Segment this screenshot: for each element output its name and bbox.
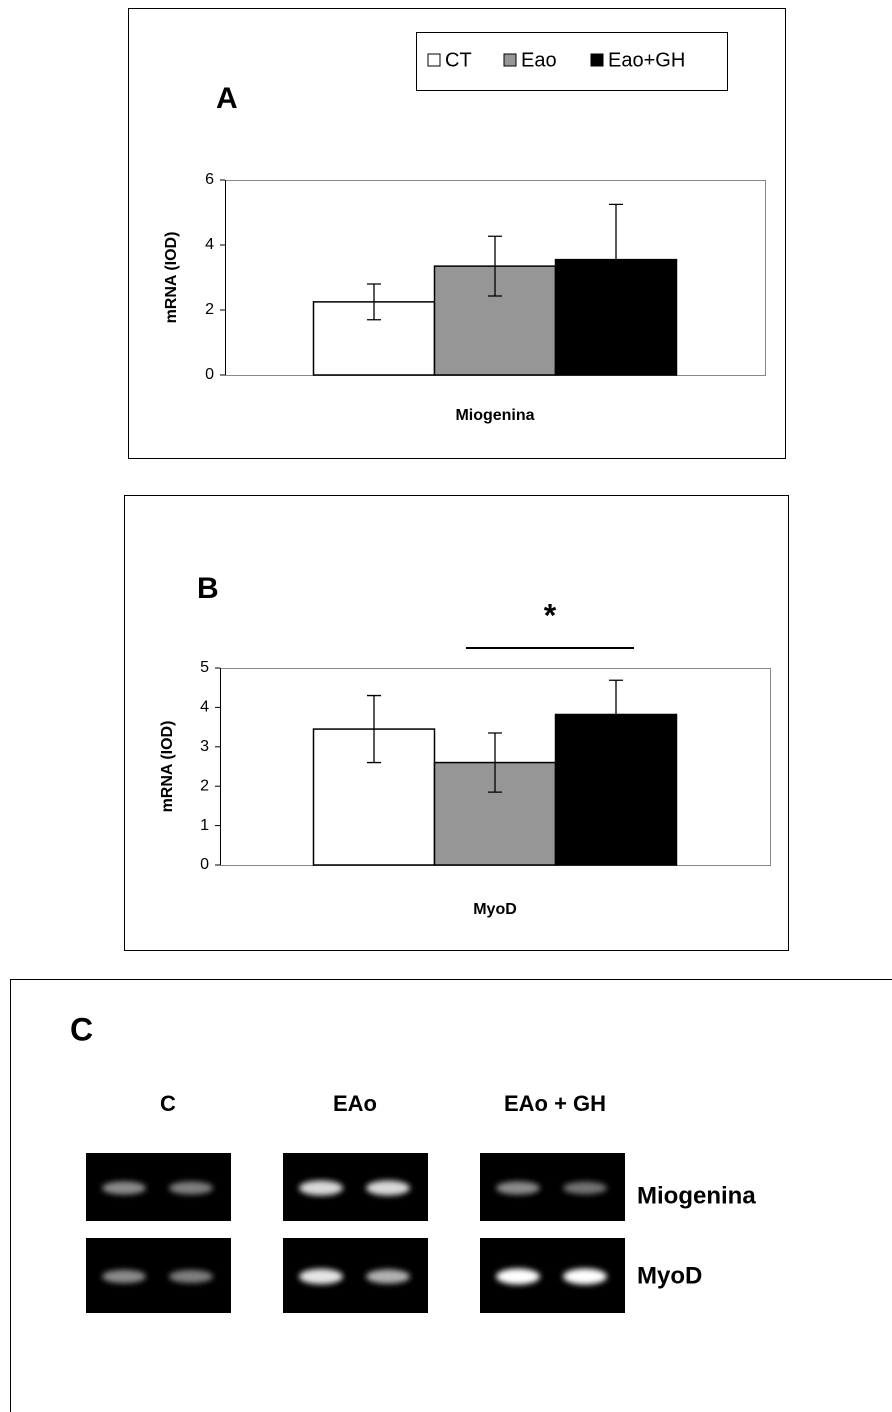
y-axis-label: mRNA (IOD) <box>163 232 180 324</box>
gel-band <box>299 1180 343 1195</box>
legend-swatch <box>504 54 516 66</box>
gel-column-label: EAo <box>333 1091 377 1116</box>
gel-band <box>496 1269 540 1285</box>
gel-column-label: EAo + GH <box>504 1091 606 1116</box>
annotation: * <box>544 597 557 633</box>
x-tick-label: MyoD <box>473 901 517 918</box>
panel-b-frame <box>125 496 789 951</box>
gel-band <box>563 1182 607 1195</box>
y-tick-label: 0 <box>205 366 214 383</box>
y-tick-label: 5 <box>200 659 209 676</box>
gel-band <box>366 1269 410 1283</box>
gel-column-label: C <box>160 1091 176 1116</box>
legend-label: CT <box>445 49 472 71</box>
panel-label: B <box>197 572 219 605</box>
gel-band <box>102 1181 146 1194</box>
legend-label: Eao+GH <box>608 49 685 71</box>
gel-band <box>169 1270 213 1283</box>
legend-swatch <box>591 54 603 66</box>
panel-label: C <box>70 1011 93 1047</box>
legend: CT Eao Eao+GH <box>417 33 728 91</box>
legend-label: Eao <box>521 49 557 71</box>
y-tick-label: 4 <box>205 236 214 253</box>
panel-label: A <box>216 82 238 115</box>
y-tick-label: 3 <box>200 738 209 755</box>
y-axis-label: mRNA (IOD) <box>159 721 176 813</box>
y-tick-label: 2 <box>205 301 214 318</box>
y-tick-label: 1 <box>200 817 209 834</box>
y-tick-label: 6 <box>205 171 214 188</box>
gel-images <box>86 1153 625 1313</box>
y-tick-label: 0 <box>200 856 209 873</box>
gel-band <box>563 1269 607 1285</box>
y-tick-label: 2 <box>200 777 209 794</box>
x-tick-label: Miogenina <box>455 407 534 424</box>
gel-band <box>496 1181 540 1194</box>
gel-band <box>299 1269 343 1284</box>
gel-row-label: MyoD <box>637 1262 702 1289</box>
gel-band <box>102 1270 146 1283</box>
gel-band <box>169 1182 213 1195</box>
figure: C C EAo EAo + GH Miogenina MyoD 0 2 4 6 mRNA… <box>0 0 892 1412</box>
gel-band <box>366 1180 410 1195</box>
y-tick-label: 4 <box>200 699 209 716</box>
gel-row-label: Miogenina <box>637 1182 756 1209</box>
legend-swatch <box>428 54 440 66</box>
